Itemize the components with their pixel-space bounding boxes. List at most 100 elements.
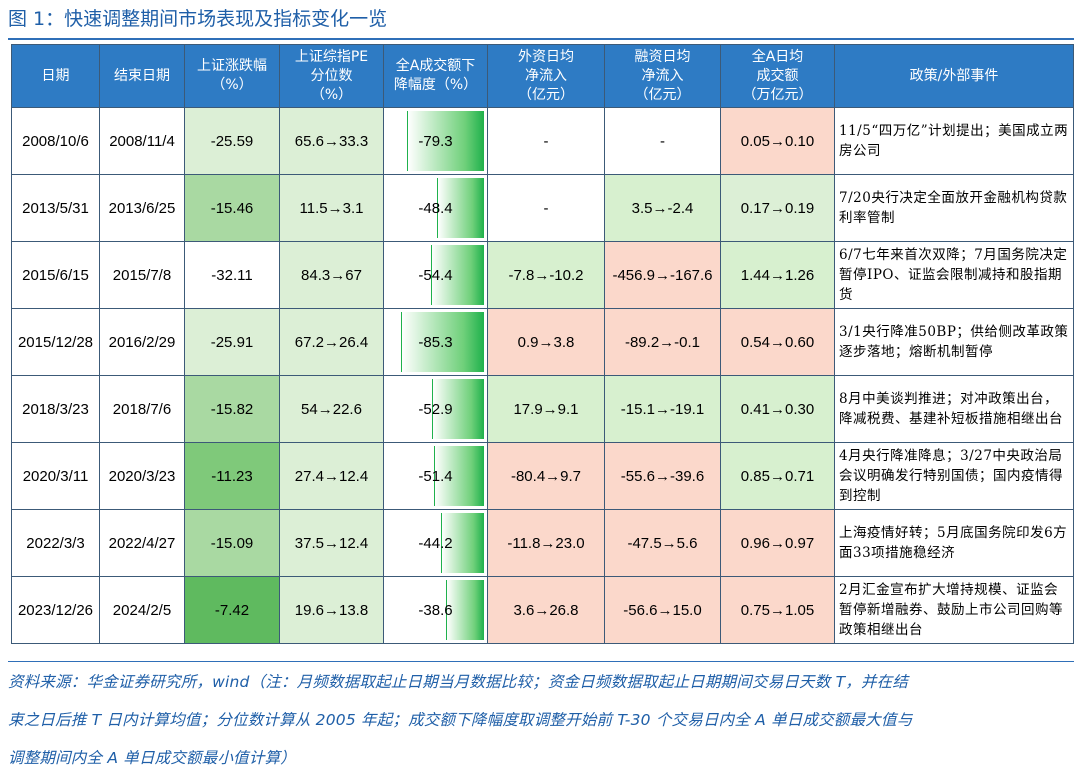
- margin-inflow-cell: -15.1→-19.1: [604, 375, 721, 443]
- margin-inflow-cell: -89.2→-0.1: [604, 308, 721, 376]
- volume-decline-cell: -85.3: [383, 308, 488, 376]
- start-date-cell: 2015/6/15: [11, 241, 100, 309]
- footnote-line: 资料来源：华金证券研究所，wind（注：月频数据取起止日期当月数据比较；资金日频…: [8, 673, 909, 691]
- end-date-cell: 2008/11/4: [99, 107, 185, 175]
- sse-change-cell: -15.09: [184, 509, 280, 577]
- header-end-date: 结束日期: [99, 44, 185, 108]
- volume-decline-cell: -38.6: [383, 576, 488, 644]
- footnote-divider: [8, 661, 1074, 662]
- volume-decline-value: -52.9: [418, 400, 453, 418]
- turnover-cell: 0.05→0.10: [720, 107, 835, 175]
- foreign-inflow-cell: -7.8→-10.2: [487, 241, 605, 309]
- margin-inflow-cell: -56.6→15.0: [604, 576, 721, 644]
- start-date-cell: 2023/12/26: [11, 576, 100, 644]
- sse-change-cell: -32.11: [184, 241, 280, 309]
- event-cell: 上海疫情好转；5月底国务院印发6方面33项措施稳经济: [834, 509, 1074, 577]
- volume-decline-bar: [441, 513, 484, 573]
- header-events: 政策/外部事件: [834, 44, 1074, 108]
- footnote-line: 束之日后推 T 日内计算均值；分位数计算从 2005 年起；成交额下降幅度取调整…: [8, 711, 913, 729]
- start-date-cell: 2022/3/3: [11, 509, 100, 577]
- pe-percentile-cell: 54→22.6: [279, 375, 384, 443]
- foreign-inflow-cell: 0.9→3.8: [487, 308, 605, 376]
- pe-percentile-cell: 84.3→67: [279, 241, 384, 309]
- start-date-cell: 2013/5/31: [11, 174, 100, 242]
- header-start-date: 日期: [11, 44, 100, 108]
- foreign-inflow-cell: -: [487, 107, 605, 175]
- end-date-cell: 2024/2/5: [99, 576, 185, 644]
- sse-change-cell: -15.46: [184, 174, 280, 242]
- turnover-cell: 1.44→1.26: [720, 241, 835, 309]
- volume-decline-value: -51.4: [418, 467, 453, 485]
- foreign-inflow-cell: -11.8→23.0: [487, 509, 605, 577]
- table-row: 2015/12/28 2016/2/29 -25.91 67.2→26.4 -85.3 0…: [11, 308, 1074, 376]
- pe-percentile-cell: 27.4→12.4: [279, 442, 384, 510]
- foreign-inflow-cell: -80.4→9.7: [487, 442, 605, 510]
- margin-inflow-cell: -: [604, 107, 721, 175]
- volume-decline-bar: [401, 312, 484, 372]
- volume-decline-value: -48.4: [418, 199, 453, 217]
- header-sse-change: 上证涨跌幅 （%）: [184, 44, 280, 108]
- event-cell: 4月央行降准降息；3/27中央政治局会议明确发行特别国债；国内疫情得到控制: [834, 442, 1074, 510]
- volume-decline-bar: [431, 245, 484, 305]
- volume-decline-cell: -48.4: [383, 174, 488, 242]
- volume-decline-bar: [434, 446, 484, 506]
- table-row: 2018/3/23 2018/7/6 -15.82 54→22.6 -52.9 17.9→…: [11, 375, 1074, 443]
- volume-decline-value: -79.3: [418, 132, 453, 150]
- sse-change-cell: -11.23: [184, 442, 280, 510]
- end-date-cell: 2020/3/23: [99, 442, 185, 510]
- event-cell: 7/20央行决定全面放开金融机构贷款利率管制: [834, 174, 1074, 242]
- sse-change-cell: -15.82: [184, 375, 280, 443]
- header-volume-decline: 全A成交额下 降幅度（%）: [383, 44, 488, 108]
- turnover-cell: 0.54→0.60: [720, 308, 835, 376]
- header-row: 日期 结束日期 上证涨跌幅 （%） 上证综指PE 分位数 （%） 全A成交额下 …: [11, 44, 1074, 108]
- header-turnover: 全A日均 成交额 （万亿元）: [720, 44, 835, 108]
- table-row: 2020/3/11 2020/3/23 -11.23 27.4→12.4 -51.4 -8…: [11, 442, 1074, 510]
- start-date-cell: 2015/12/28: [11, 308, 100, 376]
- turnover-cell: 0.96→0.97: [720, 509, 835, 577]
- turnover-cell: 0.17→0.19: [720, 174, 835, 242]
- header-pe-percentile: 上证综指PE 分位数 （%）: [279, 44, 384, 108]
- volume-decline-bar: [437, 178, 484, 238]
- volume-decline-value: -38.6: [418, 601, 453, 619]
- end-date-cell: 2013/6/25: [99, 174, 185, 242]
- foreign-inflow-cell: 17.9→9.1: [487, 375, 605, 443]
- volume-decline-value: -54.4: [418, 266, 453, 284]
- title-divider: [8, 38, 1074, 40]
- event-cell: 6/7七年来首次双降；7月国务院决定暂停IPO、证监会限制减持和股指期货: [834, 241, 1074, 309]
- pe-percentile-cell: 65.6→33.3: [279, 107, 384, 175]
- sse-change-cell: -25.91: [184, 308, 280, 376]
- table-row: 2023/12/26 2024/2/5 -7.42 19.6→13.8 -38.6 3.6…: [11, 576, 1074, 644]
- market-table: 日期 结束日期 上证涨跌幅 （%） 上证综指PE 分位数 （%） 全A成交额下 …: [11, 44, 1074, 644]
- turnover-cell: 0.41→0.30: [720, 375, 835, 443]
- volume-decline-value: -85.3: [418, 333, 453, 351]
- pe-percentile-cell: 67.2→26.4: [279, 308, 384, 376]
- volume-decline-cell: -51.4: [383, 442, 488, 510]
- table-row: 2015/6/15 2015/7/8 -32.11 84.3→67 -54.4 -7.8→…: [11, 241, 1074, 309]
- end-date-cell: 2016/2/29: [99, 308, 185, 376]
- table-row: 2022/3/3 2022/4/27 -15.09 37.5→12.4 -44.2 -11…: [11, 509, 1074, 577]
- volume-decline-bar: [432, 379, 484, 439]
- table-row: 2013/5/31 2013/6/25 -15.46 11.5→3.1 -48.4 -3.…: [11, 174, 1074, 242]
- end-date-cell: 2018/7/6: [99, 375, 185, 443]
- turnover-cell: 0.75→1.05: [720, 576, 835, 644]
- turnover-cell: 0.85→0.71: [720, 442, 835, 510]
- foreign-inflow-cell: 3.6→26.8: [487, 576, 605, 644]
- end-date-cell: 2015/7/8: [99, 241, 185, 309]
- table-row: 2008/10/6 2008/11/4 -25.59 65.6→33.3 -79.3 - -…: [11, 107, 1074, 175]
- header-margin-inflow: 融资日均 净流入 （亿元）: [604, 44, 721, 108]
- figure-title: 图 1：快速调整期间市场表现及指标变化一览: [8, 8, 388, 30]
- volume-decline-bar: [407, 111, 484, 171]
- volume-decline-cell: -54.4: [383, 241, 488, 309]
- footnote-line: 调整期间内全 A 单日成交额最小值计算）: [8, 749, 296, 767]
- pe-percentile-cell: 11.5→3.1: [279, 174, 384, 242]
- volume-decline-bar: [446, 580, 484, 640]
- foreign-inflow-cell: -: [487, 174, 605, 242]
- volume-decline-cell: -79.3: [383, 107, 488, 175]
- end-date-cell: 2022/4/27: [99, 509, 185, 577]
- volume-decline-value: -44.2: [418, 534, 453, 552]
- volume-decline-cell: -44.2: [383, 509, 488, 577]
- margin-inflow-cell: 3.5→-2.4: [604, 174, 721, 242]
- sse-change-cell: -7.42: [184, 576, 280, 644]
- event-cell: 8月中美谈判推进；对冲政策出台，降减税费、基建补短板措施相继出台: [834, 375, 1074, 443]
- sse-change-cell: -25.59: [184, 107, 280, 175]
